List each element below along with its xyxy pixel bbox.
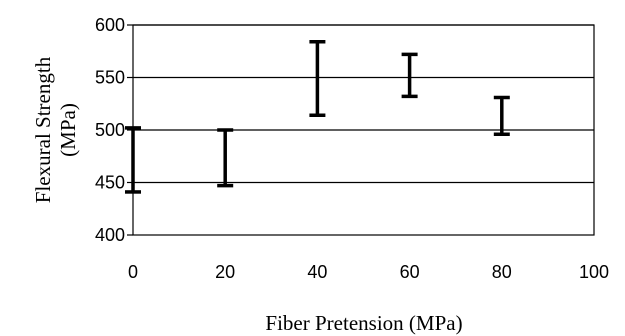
error-bars: [125, 40, 510, 194]
y-tick-label-400: 400: [95, 225, 125, 245]
gridlines: [133, 24, 594, 184]
y-tick-label-450: 450: [95, 173, 125, 193]
error-bar-x80: [493, 95, 510, 136]
x-tick-label-0: 0: [128, 262, 138, 282]
y-tick-label-500: 500: [95, 120, 125, 140]
y-axis-title-line-2: (MPa): [56, 103, 80, 157]
error-bar-x0: [125, 126, 141, 194]
y-axis-title-line-1: Flexural Strength: [31, 56, 55, 203]
x-tick-label-60: 60: [400, 262, 420, 282]
x-tick-label-100: 100: [579, 262, 609, 282]
x-axis-title: Fiber Pretension (MPa): [265, 311, 462, 335]
x-tick-label-20: 20: [215, 262, 235, 282]
y-tick-label-550: 550: [95, 68, 125, 88]
x-axis-tick-labels: 0 20 40 60 80 100: [128, 262, 609, 282]
error-bar-x40: [309, 40, 326, 118]
y-tick-label-600: 600: [95, 15, 125, 35]
error-bar-x20: [217, 128, 234, 188]
error-bar-x60: [401, 52, 418, 99]
x-tick-label-40: 40: [307, 262, 327, 282]
y-axis-tick-labels: 400 450 500 550 600: [95, 15, 133, 245]
x-tick-label-80: 80: [492, 262, 512, 282]
